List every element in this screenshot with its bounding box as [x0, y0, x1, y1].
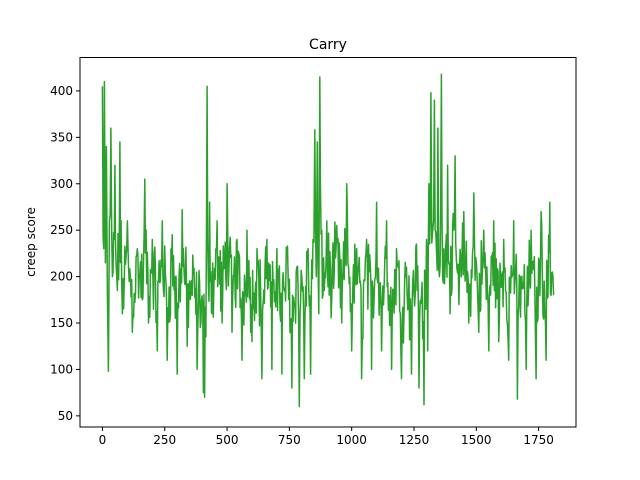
x-tick-label: 1500 — [461, 433, 492, 447]
x-tick-label: 500 — [216, 433, 239, 447]
x-tick-label: 750 — [278, 433, 301, 447]
y-tick-label: 200 — [50, 270, 73, 284]
y-tick-label: 150 — [50, 316, 73, 330]
plot-frame — [79, 57, 577, 428]
y-tick-label: 100 — [50, 362, 73, 376]
y-axis: 50 100 150 200 250 300 350 400 — [50, 84, 80, 423]
y-tick-label: 350 — [50, 130, 73, 144]
x-tick-label: 1250 — [399, 433, 430, 447]
y-axis-title: creep score — [24, 207, 38, 277]
x-tick-label: 250 — [153, 433, 176, 447]
chart-title: Carry — [309, 37, 347, 53]
x-axis: 0 250 500 750 1000 1250 1500 1750 — [99, 427, 554, 447]
x-tick-label: 1000 — [336, 433, 367, 447]
y-tick-label: 50 — [58, 409, 73, 423]
y-tick-label: 250 — [50, 223, 73, 237]
y-tick-label: 300 — [50, 177, 73, 191]
x-tick-label: 0 — [99, 433, 107, 447]
series-line — [101, 73, 555, 408]
x-tick-label: 1750 — [523, 433, 554, 447]
plot-area — [101, 73, 555, 408]
y-tick-label: 400 — [50, 84, 73, 98]
